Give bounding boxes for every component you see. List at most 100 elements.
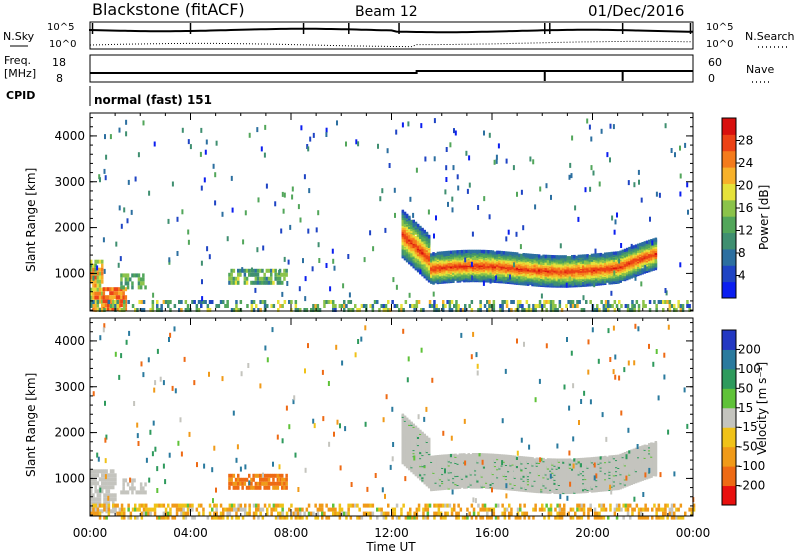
power-cell	[580, 308, 584, 312]
power-cell	[590, 263, 594, 268]
power-cell	[525, 300, 529, 304]
power-cell	[122, 273, 125, 278]
power-cell	[256, 127, 259, 133]
power-cell	[571, 255, 574, 259]
power-cell	[400, 304, 403, 308]
power-cell	[107, 287, 110, 292]
power-cell	[142, 308, 146, 312]
power-colorbar-tick-label: 8	[738, 246, 746, 260]
power-cell	[309, 136, 312, 142]
power-cell	[215, 304, 218, 308]
velocity-cell	[403, 438, 407, 443]
power-x-ticks	[89, 113, 694, 311]
power-cell	[282, 208, 285, 214]
power-cell	[123, 300, 126, 304]
power-cell	[543, 300, 546, 304]
power-cell	[299, 308, 302, 312]
power-cell	[342, 283, 345, 289]
power-cell	[593, 282, 596, 288]
power-cell	[545, 308, 548, 312]
power-cell	[512, 165, 515, 171]
power-cell	[421, 247, 424, 252]
power-cell	[610, 278, 614, 282]
power-cell	[487, 254, 490, 258]
power-cell	[590, 136, 593, 142]
power-cell	[278, 276, 282, 281]
power-cell	[586, 282, 589, 286]
power-cell	[120, 277, 123, 282]
power-cell	[200, 127, 203, 133]
power-cell	[204, 300, 207, 304]
power-cell	[312, 132, 315, 138]
power-cell	[197, 308, 201, 312]
velocity-cell	[403, 445, 407, 450]
power-cell	[142, 273, 145, 278]
power-cell	[449, 250, 453, 254]
power-cell	[90, 291, 93, 296]
power-cell	[281, 304, 284, 308]
power-cell	[259, 280, 262, 285]
velocity-cell	[414, 434, 418, 438]
power-cell	[376, 300, 379, 304]
power-cell	[131, 273, 134, 278]
power-cell	[261, 280, 264, 285]
power-cell	[595, 259, 598, 263]
power-cell	[641, 268, 644, 272]
power-cell	[542, 254, 545, 258]
power-cell	[489, 274, 492, 278]
power-cell	[571, 135, 574, 141]
power-cell	[595, 253, 598, 257]
power-cell	[104, 303, 108, 308]
power-cell	[336, 120, 338, 126]
power-cell	[508, 308, 511, 312]
power-cell	[654, 251, 658, 255]
power-cell	[96, 303, 100, 308]
power-cell	[423, 239, 426, 244]
power-cell	[458, 275, 462, 279]
power-cell	[98, 299, 102, 304]
power-cell	[144, 285, 147, 290]
power-cell	[395, 284, 398, 290]
power-cell	[520, 281, 523, 285]
velocity-cell	[403, 426, 407, 430]
power-cell	[515, 231, 518, 237]
power-cell	[588, 271, 592, 275]
power-cell	[256, 276, 260, 281]
power-cell	[679, 304, 683, 308]
power-cell	[393, 187, 396, 193]
power-cell	[433, 156, 436, 162]
power-cell	[571, 300, 575, 304]
power-cell	[109, 307, 112, 312]
power-cell	[105, 154, 108, 160]
power-cell	[501, 308, 504, 312]
power-cell	[264, 124, 267, 130]
power-cell	[432, 252, 435, 256]
power-cell	[604, 304, 608, 308]
power-cell	[445, 270, 448, 274]
power-cell	[617, 280, 620, 284]
y-tick-label: 3000	[54, 175, 85, 189]
power-cell	[447, 201, 449, 207]
power-cell	[613, 229, 616, 235]
power-cell	[574, 304, 577, 308]
power-cell	[616, 212, 618, 218]
power-cell	[195, 308, 199, 312]
power-cell	[176, 216, 179, 222]
power-cell	[262, 245, 265, 251]
power-cell	[427, 209, 430, 215]
power-cell	[362, 304, 366, 308]
power-cell	[571, 304, 575, 308]
power-cell	[94, 299, 97, 304]
power-cell	[686, 304, 689, 308]
y-tick-label: 4000	[54, 129, 85, 143]
nave-tick-top: 60	[708, 56, 722, 69]
power-cell	[662, 300, 665, 304]
power-cell	[281, 291, 284, 297]
power-cell	[90, 295, 93, 300]
nsky-tick-top: 10^5	[47, 22, 74, 33]
power-cell	[631, 308, 634, 312]
power-cell	[394, 212, 396, 218]
power-cell	[314, 304, 317, 308]
power-cell	[541, 304, 544, 308]
power-cell	[485, 249, 488, 254]
